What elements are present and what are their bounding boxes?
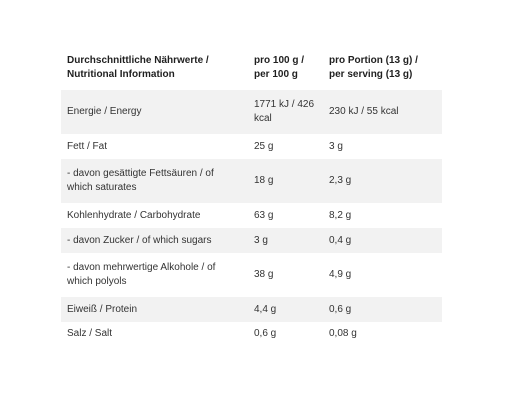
nutrient-name: - davon mehrwertige Alkohole / of which …: [61, 253, 248, 297]
nutrient-name: Salz / Salt: [61, 322, 248, 346]
table-row-fat: Fett / Fat 25 g 3 g: [61, 134, 442, 159]
nutrient-name: Fett / Fat: [61, 134, 248, 159]
header-per-serving: pro Portion (13 g) / per serving (13 g): [329, 55, 418, 80]
value-per-100g: 1771 kJ / 426 kcal: [248, 90, 323, 134]
value-per-100g: 18 g: [248, 159, 323, 203]
table-row-energy: Energie / Energy 1771 kJ / 426 kcal 230 …: [61, 90, 442, 134]
value-per-100g: 3 g: [248, 228, 323, 253]
table-body: Energie / Energy 1771 kJ / 426 kcal 230 …: [61, 90, 442, 346]
header-per-100g: pro 100 g / per 100 g: [254, 55, 305, 80]
table-row-sugars: - davon Zucker / of which sugars 3 g 0,4…: [61, 228, 442, 253]
header-nutrient: Durchschnittliche Nährwerte / Nutritiona…: [67, 55, 209, 80]
table-row-salt: Salz / Salt 0,6 g 0,08 g: [61, 322, 442, 346]
nutrition-table: Durchschnittliche Nährwerte / Nutritiona…: [61, 46, 442, 346]
table-row-polyols: - davon mehrwertige Alkohole / of which …: [61, 253, 442, 297]
value-per-serving: 4,9 g: [323, 253, 442, 297]
value-per-serving: 230 kJ / 55 kcal: [323, 90, 442, 134]
value-per-100g: 38 g: [248, 253, 323, 297]
value-per-100g: 25 g: [248, 134, 323, 159]
nutrient-name: Kohlenhydrate / Carbohydrate: [61, 203, 248, 228]
table-row-carbohydrate: Kohlenhydrate / Carbohydrate 63 g 8,2 g: [61, 203, 442, 228]
table-header: Durchschnittliche Nährwerte / Nutritiona…: [61, 46, 442, 90]
table-row-saturates: - davon gesättigte Fettsäuren / of which…: [61, 159, 442, 203]
nutrient-name: - davon gesättigte Fettsäuren / of which…: [61, 159, 248, 203]
table-row-protein: Eiweiß / Protein 4,4 g 0,6 g: [61, 297, 442, 322]
value-per-serving: 0,4 g: [323, 228, 442, 253]
value-per-100g: 0,6 g: [248, 322, 323, 346]
nutrient-name: Eiweiß / Protein: [61, 297, 248, 322]
value-per-100g: 63 g: [248, 203, 323, 228]
header-row: Durchschnittliche Nährwerte / Nutritiona…: [61, 46, 442, 90]
value-per-serving: 3 g: [323, 134, 442, 159]
value-per-serving: 2,3 g: [323, 159, 442, 203]
value-per-serving: 8,2 g: [323, 203, 442, 228]
nutrient-name: Energie / Energy: [61, 90, 248, 134]
value-per-serving: 0,6 g: [323, 297, 442, 322]
value-per-100g: 4,4 g: [248, 297, 323, 322]
nutrient-name: - davon Zucker / of which sugars: [61, 228, 248, 253]
value-per-serving: 0,08 g: [323, 322, 442, 346]
